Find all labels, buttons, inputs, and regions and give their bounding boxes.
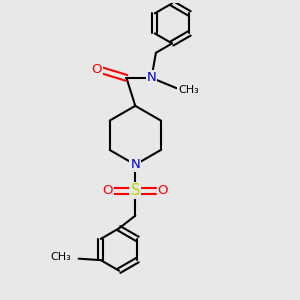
Text: CH₃: CH₃ — [50, 252, 71, 262]
Text: O: O — [158, 184, 168, 197]
Text: S: S — [130, 183, 140, 198]
Text: O: O — [102, 184, 113, 197]
Text: N: N — [147, 71, 156, 84]
Text: CH₃: CH₃ — [178, 85, 199, 95]
Text: N: N — [130, 158, 140, 171]
Text: O: O — [92, 62, 102, 76]
